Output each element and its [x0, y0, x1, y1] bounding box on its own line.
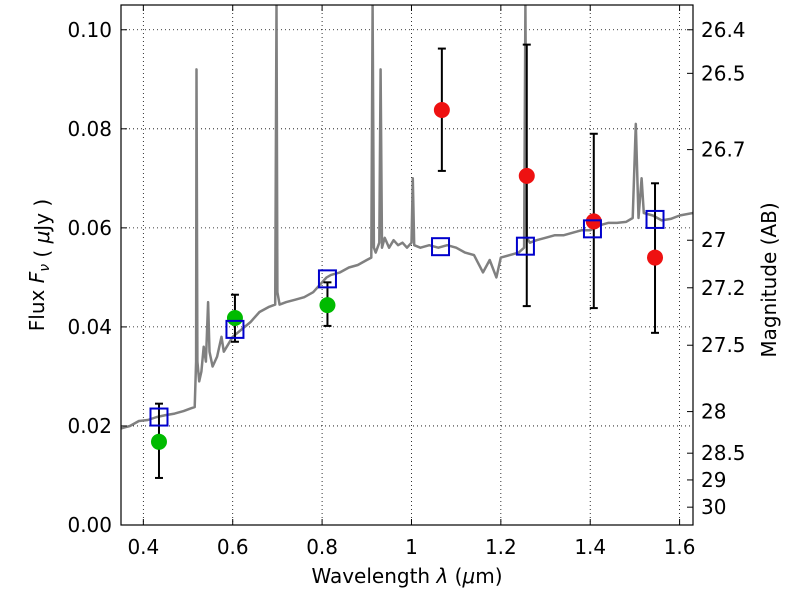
green-data-point [319, 297, 336, 314]
points-layer [150, 101, 664, 450]
model-square [225, 319, 245, 339]
plot-frame [120, 4, 694, 526]
model-square [149, 407, 169, 427]
right-tick-label: 26.4 [701, 18, 746, 42]
right-tick-label: 28.5 [701, 441, 746, 465]
right-tick-label: 29 [701, 468, 726, 492]
spectrum-line [121, 5, 693, 430]
right-tick-label: 26.7 [701, 138, 746, 162]
y-tick-label: 0.10 [67, 18, 112, 42]
y-tick-label: 0.00 [67, 513, 112, 537]
right-tick-label: 27.5 [701, 333, 746, 357]
red-data-point [518, 167, 535, 184]
right-tick-label: 28 [701, 400, 726, 424]
x-tick-label: 1.2 [485, 535, 517, 559]
labels-layer: 0.4 0.6 0.8 1 1.2 1.4 1.6 0.00 0.02 0.04 0.06 0.08 0… [67, 18, 745, 559]
y-tick-label: 0.08 [67, 117, 112, 141]
x-tick-label: 1.6 [664, 535, 696, 559]
model-square [317, 269, 337, 289]
model-square [515, 236, 535, 256]
green-data-point [150, 433, 167, 450]
right-tick-label: 27.2 [701, 276, 746, 300]
x-tick-label: 1.4 [574, 535, 606, 559]
y-axis-label-right: Magnitude (AB) [757, 202, 781, 357]
x-tick-label: 0.6 [217, 535, 249, 559]
y-tick-label: 0.02 [67, 414, 112, 438]
red-data-point [647, 249, 664, 266]
red-data-point [433, 101, 450, 118]
right-tick-label: 27 [701, 228, 726, 252]
model-square [431, 237, 451, 257]
x-axis-label: Wavelength λ (μm) [311, 564, 502, 588]
green-data-point [226, 309, 243, 326]
spectrum-layer [121, 5, 693, 430]
x-tick-label: 0.8 [306, 535, 338, 559]
right-tick-label: 30 [701, 495, 726, 519]
y-axis-label: Flux Fν ( μJy ) [25, 199, 54, 331]
y-tick-label: 0.06 [67, 216, 112, 240]
errorbar-layer [154, 43, 660, 479]
right-tick-label: 26.5 [701, 61, 746, 85]
grid-lines [121, 5, 693, 526]
x-tick-label: 1 [405, 535, 418, 559]
red-data-point [585, 213, 602, 230]
model-square [582, 219, 602, 239]
y-tick-label: 0.04 [67, 315, 112, 339]
x-tick-label: 0.4 [127, 535, 159, 559]
model-layer [149, 209, 665, 427]
ticks-layer [121, 5, 693, 526]
model-square [645, 209, 665, 229]
